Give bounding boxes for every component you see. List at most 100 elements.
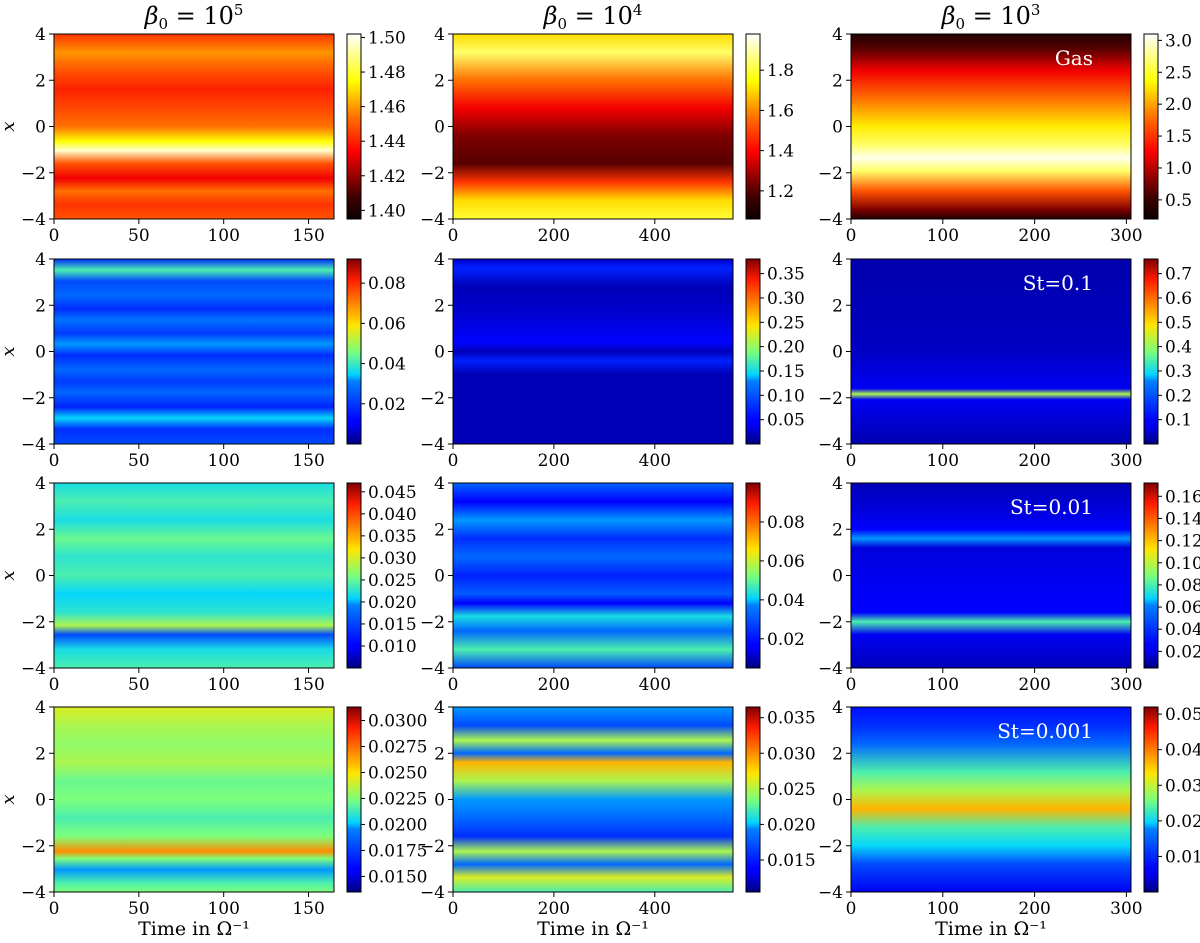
x-tick-label: 0	[448, 899, 459, 919]
colorbar-tick-label: 0.0175	[368, 841, 427, 861]
colorbar-tick-label: 0.04	[1165, 741, 1200, 761]
colorbar-tick-label: 0.10	[1165, 554, 1200, 574]
y-tick-label: −4	[818, 210, 843, 230]
colorbar-tick-label: 0.02	[1165, 812, 1200, 832]
heatmap-image	[453, 259, 733, 444]
heatmap-image	[851, 259, 1131, 444]
heatmap-image	[54, 259, 334, 444]
y-tick-label: 0	[832, 567, 843, 587]
colorbar-tick-label: 2.0	[1165, 95, 1192, 115]
colorbar-tick-label: 1.8	[767, 61, 794, 81]
colorbar-tick-label: 1.5	[1165, 127, 1192, 147]
y-tick-label: −2	[420, 613, 445, 633]
panel-st0001-beta1e5: 0 50 100 150 −4 −2 0 2 4 0.0150 0.0175 0.0200 0.0225…	[0, 698, 427, 940]
x-tick-label: 50	[128, 675, 150, 695]
x-tick-label: 300	[1110, 226, 1142, 246]
y-tick-label: −2	[420, 164, 445, 184]
colorbar-tick-label: 0.01	[1165, 847, 1200, 867]
panel-annotation: Gas	[1055, 46, 1093, 70]
x-tick-label: 100	[207, 899, 239, 919]
x-tick-label: 100	[927, 899, 959, 919]
colorbar-tick-label: 0.0150	[368, 867, 427, 887]
colorbar-tick-label: 0.045	[368, 483, 417, 503]
y-tick-label: −4	[420, 659, 445, 679]
y-tick-label: −4	[818, 435, 843, 455]
colorbar-tick-label: 0.35	[767, 265, 805, 285]
x-tick-label: 100	[927, 226, 959, 246]
colorbar-tick-label: 0.08	[1165, 576, 1200, 596]
x-tick-label: 100	[927, 675, 959, 695]
colorbar-tick-label: 0.025	[767, 780, 816, 800]
y-tick-label: 0	[832, 118, 843, 138]
y-tick-label: −4	[420, 435, 445, 455]
colorbar-tick-label: 0.06	[767, 552, 805, 572]
colorbar-tick-label: 0.10	[767, 386, 805, 406]
y-tick-label: 4	[35, 250, 46, 270]
y-tick-label: 4	[832, 698, 843, 718]
y-tick-label: 2	[434, 296, 445, 316]
heatmap-image	[851, 34, 1131, 219]
x-tick-label: 200	[538, 451, 570, 471]
colorbar	[346, 706, 362, 893]
y-tick-label: −4	[420, 883, 445, 903]
y-tick-label: −4	[21, 435, 46, 455]
colorbar-tick-label: 1.40	[368, 201, 406, 221]
x-tick-label: 0	[846, 899, 857, 919]
panel-st0001-beta1e4: 0 200 400 −4 −2 0 2 4 0.015 0.020 0.025 0.030 0.035 T…	[420, 698, 816, 940]
colorbar-tick-label: 0.020	[368, 593, 417, 613]
panel-st001-beta1e4: 0 200 400 −4 −2 0 2 4 0.02 0.04 0.06 0.08	[420, 474, 805, 695]
panel-st0001-beta1e3: 0 100 200 300 −4 −2 0 2 4 0.01 0.02 0.03 0.04 0.05 Tim…	[818, 698, 1200, 940]
y-tick-label: 2	[832, 296, 843, 316]
panel-st001-beta1e3: 0 100 200 300−4−20240.020.040.060.080.100.1…	[818, 474, 1200, 695]
y-tick-label: 4	[35, 25, 46, 45]
x-axis-label: Time in Ω⁻¹	[138, 918, 250, 939]
colorbar-tick-label: 1.0	[1165, 159, 1192, 179]
panel-annotation: St=0.1	[1023, 271, 1093, 295]
panel-gas-beta1e3: 0 100 200 300 −4 −2 0 2 4 0.5 1.0 1.5 2.0 2.5 3.0 Gas	[818, 25, 1192, 246]
colorbar	[1143, 706, 1159, 893]
y-tick-label: −2	[818, 613, 843, 633]
colorbar-tick-label: 1.44	[368, 132, 406, 152]
y-tick-label: 4	[832, 474, 843, 494]
colorbar-tick-label: 0.035	[767, 709, 816, 729]
y-tick-label: −2	[420, 837, 445, 857]
y-tick-label: 0	[35, 791, 46, 811]
panel-st01-beta1e4: 0 200 400 −4 −2 0 2 4 0.05 0.10 0.15 0.20 0.25 0.30 0.…	[420, 250, 805, 471]
y-tick-label: 0	[434, 118, 445, 138]
y-tick-label: 4	[832, 25, 843, 45]
colorbar-tick-label: 1.6	[767, 101, 794, 121]
colorbar-tick-label: 0.06	[1165, 598, 1200, 618]
heatmap-image	[453, 707, 733, 892]
heatmap-image	[851, 707, 1131, 892]
y-tick-label: −2	[21, 164, 46, 184]
panel-st01-beta1e5: 0 50 100 150 −4 −2 0 2 4 0.02 0.04 0.06 0.08 x	[0, 250, 406, 471]
x-tick-label: 200	[1018, 899, 1050, 919]
x-tick-label: 100	[207, 451, 239, 471]
y-tick-label: 2	[434, 71, 445, 91]
colorbar-tick-label: 0.2	[1165, 386, 1192, 406]
colorbar-tick-label: 0.030	[767, 744, 816, 764]
colorbar-tick-label: 1.4	[767, 142, 794, 162]
x-tick-label: 200	[538, 899, 570, 919]
y-tick-label: 2	[35, 744, 46, 764]
colorbar	[745, 706, 761, 893]
y-tick-label: 2	[35, 71, 46, 91]
colorbar-tick-label: 1.50	[368, 28, 406, 48]
colorbar-tick-label: 0.0225	[368, 789, 427, 809]
colorbar-tick-label: 0.03	[1165, 776, 1200, 796]
colorbar-tick-label: 0.30	[767, 289, 805, 309]
y-tick-label: 2	[434, 744, 445, 764]
y-tick-label: 0	[434, 791, 445, 811]
y-tick-label: 0	[35, 118, 46, 138]
y-tick-label: 4	[434, 25, 445, 45]
y-tick-label: −4	[21, 883, 46, 903]
x-tick-label: 300	[1110, 451, 1142, 471]
colorbar	[1143, 258, 1159, 445]
y-tick-label: 4	[434, 698, 445, 718]
x-tick-label: 0	[846, 451, 857, 471]
colorbar-tick-label: 0.040	[368, 505, 417, 525]
y-tick-label: 0	[434, 567, 445, 587]
y-tick-label: −4	[21, 659, 46, 679]
y-tick-label: −4	[21, 210, 46, 230]
